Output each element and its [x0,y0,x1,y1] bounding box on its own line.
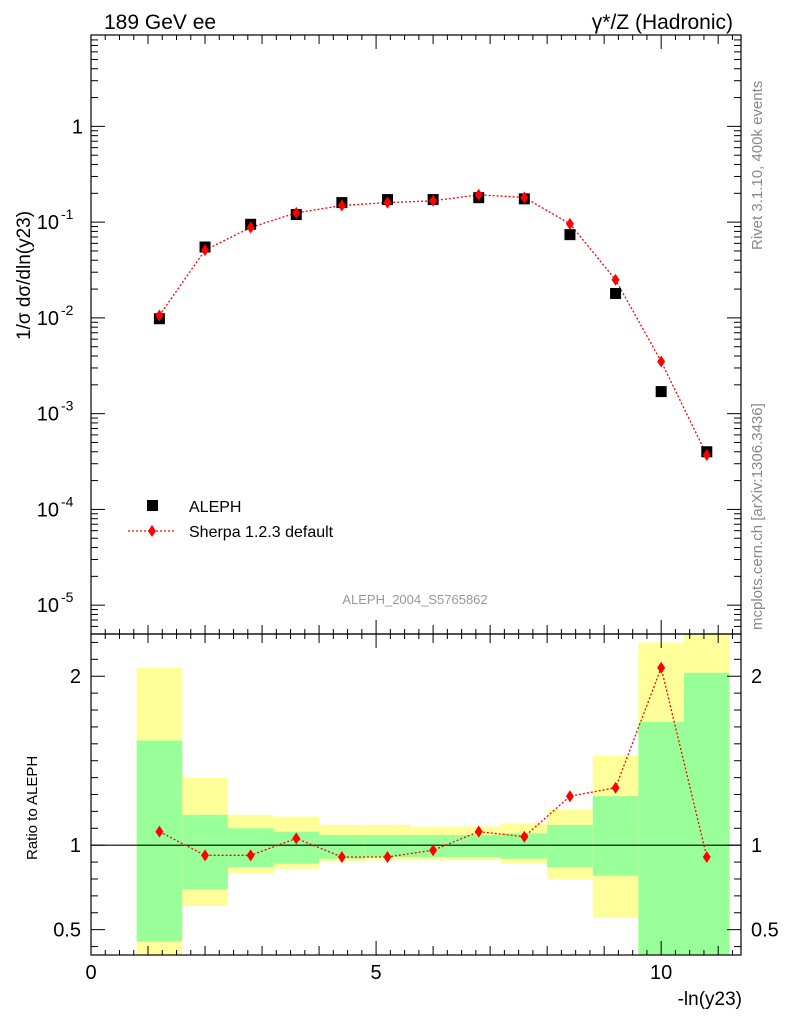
y-tick-label: 10 [37,404,59,426]
ratio-sherpa-point [383,851,392,864]
legend-aleph-label: ALEPH [189,499,241,516]
data-marks [153,188,713,864]
sherpa-point [520,191,529,204]
aleph-point [655,386,667,398]
x-tick-label: 5 [371,962,382,984]
y-tick-label-exponent: -1 [61,206,74,222]
ratio-sherpa-point [429,844,438,857]
main-frame [90,34,742,635]
x-axis-label: -ln(y23) [678,989,742,1010]
y-tick-label: 10 [37,212,59,234]
sherpa-point [337,199,346,212]
ratio-y-tick-label: 1 [70,835,81,857]
sherpa-point [246,221,255,234]
sherpa-point [702,449,711,462]
ratio-sherpa-point [474,825,483,838]
header-left: 189 GeV ee [104,11,216,34]
legend: ALEPH Sherpa 1.2.3 default [128,499,334,541]
main-ylabel: 1/σ dσ/dln(y23) [14,211,35,340]
uncertainty-bands [136,634,730,955]
sherpa-point [292,206,301,219]
ratio-sherpa-point [702,851,711,864]
ratio-sherpa-point [657,661,666,674]
legend-sherpa-marker [148,525,156,537]
stat-uncertainty-band [683,672,730,955]
stat-uncertainty-band [364,835,411,858]
aleph-point [610,287,622,299]
ratio-sherpa-point [520,830,529,843]
sherpa-point [383,196,392,209]
y-tick-label: 10 [37,595,59,617]
x-tick-label: 0 [85,962,96,984]
ratio-sherpa-point [201,849,210,862]
stat-uncertainty-band [638,721,684,955]
ratio-sherpa-point [565,790,574,803]
sherpa-point [565,217,574,230]
y-tick-label-exponent: -4 [61,493,74,509]
sherpa-point [657,355,666,368]
watermark: ALEPH_2004_S5765862 [342,592,487,607]
ratio-y-tick-label-right: 0.5 [751,920,779,942]
sherpa-point [429,194,438,207]
ratio-sherpa-point [337,851,346,864]
y-tick-label-exponent: -3 [61,398,74,414]
legend-sherpa-label: Sherpa 1.2.3 default [189,524,334,541]
ratio-ylabel: Ratio to ALEPH [24,756,41,860]
sherpa-line [158,194,708,456]
ratio-sherpa-point [246,849,255,862]
x-tick-label: 10 [650,962,672,984]
ratio-y-tick-label: 0.5 [53,920,81,942]
ratio-y-tick-label-right: 2 [751,666,762,688]
side-note-mcplots: mcplots.cern.ch [arXiv:1306.3436] [749,403,766,630]
y-tick-label: 10 [37,499,59,521]
sherpa-point [201,244,210,257]
sherpa-point [474,188,483,201]
sherpa-point [611,273,620,286]
stat-uncertainty-band [455,835,502,858]
aleph-point [564,229,576,241]
stat-uncertainty-band [136,740,183,942]
y-tick-label: 10 [37,308,59,330]
stat-uncertainty-band [592,796,639,876]
y-tick-label-exponent: -2 [61,302,74,318]
ratio-y-tick-label-right: 1 [751,835,762,857]
sherpa-point [155,309,164,322]
side-note-rivet: Rivet 3.1.10, 400k events [749,81,766,250]
ratio-y-tick-label: 2 [70,666,81,688]
legend-aleph-marker [147,500,158,511]
header-right: γ*/Z (Hadronic) [592,11,733,34]
y-tick-label: 1 [72,116,83,138]
stat-uncertainty-band [547,824,593,868]
ratio-sherpa-point [292,832,301,845]
stat-uncertainty-band [319,835,365,859]
y-tick-label-exponent: -5 [61,589,74,605]
ratio-sherpa-point [611,781,620,794]
ratio-sherpa-point [155,825,164,838]
